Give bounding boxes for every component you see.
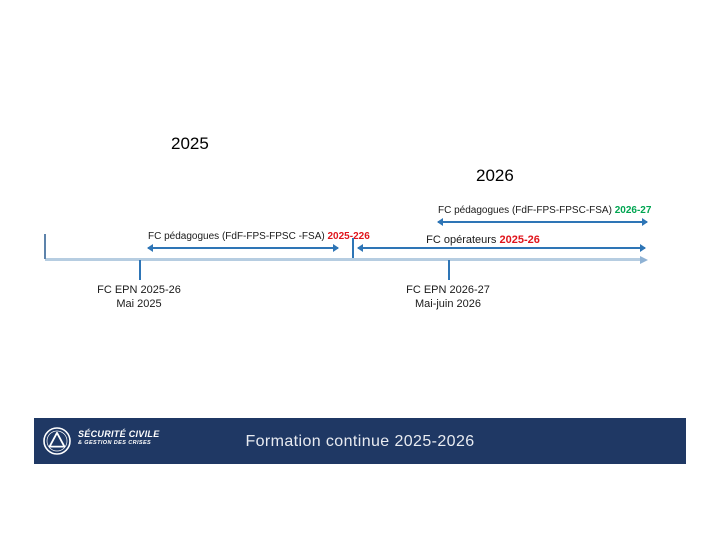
section-divider-tick — [352, 238, 354, 261]
epn-2025-label: FC EPN 2025-26 Mai 2025 — [39, 283, 239, 311]
epn-2026-date: Mai-juin 2026 — [414, 298, 482, 310]
operateurs-arrow — [357, 244, 646, 252]
year-heading-2025: 2025 — [171, 134, 209, 153]
epn-2026-label-text: FC EPN — [406, 284, 447, 296]
pedagogues-2026-label-text: FC pédagogues (FdF-FPS-FPSC-FSA) — [438, 205, 612, 216]
pedagogues-2025-label: FC pédagogues (FdF-FPS-FPSC -FSA) 2025-2… — [148, 231, 370, 242]
epn-2026-label: FC EPN 2026-27 Mai-juin 2026 — [348, 283, 548, 311]
epn-2025-year: 2025-26 — [140, 284, 181, 296]
operateurs-label: FC opérateurs 2025-26 — [383, 234, 583, 246]
epn-2025-tick — [139, 260, 141, 280]
epn-2025-line1: FC EPN 2025-26 — [39, 283, 239, 297]
epn-2026-line1: FC EPN 2026-27 — [348, 283, 548, 297]
logo-text-line2: & GESTION DES CRISES — [78, 440, 152, 446]
timeline-left-cap — [44, 234, 46, 259]
pedagogues-2026-arrow — [437, 218, 648, 226]
epn-2025-label-text: FC EPN — [97, 284, 138, 296]
main-timeline — [45, 255, 648, 264]
footer-banner: SÉCURITÉ CIVILE & GESTION DES CRISES For… — [34, 418, 686, 464]
epn-2026-tick — [448, 260, 450, 280]
year-heading-2026: 2026 — [476, 166, 514, 185]
operateurs-label-text: FC opérateurs — [426, 234, 497, 246]
operateurs-year: 2025-26 — [499, 234, 540, 246]
civil-protection-logo-icon — [42, 426, 72, 456]
pedagogues-2025-label-text: FC pédagogues (FdF-FPS-FPSC -FSA) — [148, 231, 325, 242]
logo-text: SÉCURITÉ CIVILE & GESTION DES CRISES — [78, 429, 160, 447]
pedagogues-2026-label: FC pédagogues (FdF-FPS-FPSC-FSA) 2026-27 — [438, 205, 651, 216]
pedagogues-2025-year: 2025-226 — [327, 231, 370, 242]
footer-title: Formation continue 2025-2026 — [245, 433, 475, 450]
pedagogues-2025-arrow — [147, 244, 339, 252]
logo-text-line1: SÉCURITÉ CIVILE — [78, 429, 160, 439]
epn-2026-year: 2026-27 — [449, 284, 490, 296]
pedagogues-2026-year: 2026-27 — [614, 205, 652, 216]
epn-2025-date: Mai 2025 — [116, 298, 162, 310]
